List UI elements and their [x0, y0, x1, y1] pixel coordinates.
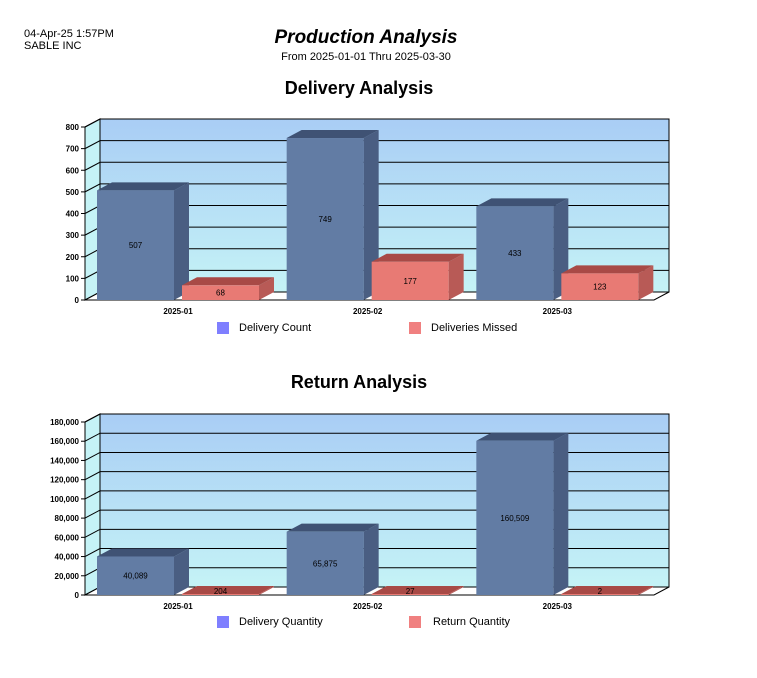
y-tick-label: 0 — [75, 296, 80, 305]
bar-return-quantity — [182, 594, 259, 595]
data-label: 40,089 — [123, 572, 148, 581]
bar-deliveries-missed — [561, 273, 639, 300]
y-tick-label: 140,000 — [50, 456, 79, 465]
gridline — [84, 140, 669, 150]
legend-swatch-return-quantity — [409, 616, 421, 628]
bar-side — [363, 130, 379, 300]
bar-side — [259, 277, 274, 300]
report-datetime: 04-Apr-25 1:57PM — [24, 28, 114, 40]
y-tick-label: 200 — [66, 253, 80, 262]
legend-label-delivery-quantity: Delivery Quantity — [239, 616, 323, 628]
bar-deliveries-missed — [182, 285, 259, 300]
y-tick-label: 60,000 — [55, 533, 80, 542]
data-label: 507 — [129, 241, 143, 250]
bar-top — [286, 523, 379, 532]
y-tick-label: 800 — [66, 123, 80, 132]
bar-delivery-quantity — [286, 531, 364, 595]
bar-side — [638, 586, 654, 595]
bar-top — [561, 265, 654, 274]
legend-label-deliveries-missed: Deliveries Missed — [431, 322, 518, 334]
y-tick-label: 300 — [66, 231, 80, 240]
bar-top — [476, 432, 569, 441]
delivery-chart-title: Delivery Analysis — [284, 78, 434, 98]
legend-swatch-delivery-quantity — [217, 616, 229, 628]
bar-top — [371, 253, 464, 262]
return-analysis-chart: 0 20,000 40,000 60,000 80,000 100,000 120,000 1… — [50, 413, 670, 611]
bar-side — [259, 586, 274, 595]
bar-delivery-quantity — [97, 556, 174, 595]
legend-swatch-delivery-count — [217, 322, 229, 334]
legend-label-delivery-count: Delivery Count — [239, 322, 312, 334]
y-tick-label: 180,000 — [50, 418, 79, 427]
report-meta: 04-Apr-25 1:57PM SABLE INC — [24, 28, 114, 52]
x-tick-label: 2025-01 — [163, 602, 193, 611]
return-chart-title: Return Analysis — [290, 372, 428, 392]
bar-side — [553, 432, 569, 595]
gridline — [84, 413, 669, 423]
y-tick-label: 100 — [66, 274, 80, 283]
data-label: 2 — [598, 587, 603, 596]
bar-side — [638, 265, 654, 300]
y-tick-label: 0 — [75, 591, 80, 600]
data-label: 68 — [216, 289, 225, 298]
delivery-analysis-chart: 0 100 200 300 400 500 600 700 800 507 68 2025-01 749… — [66, 118, 670, 316]
data-label: 65,875 — [313, 559, 338, 568]
bar-top — [182, 277, 274, 286]
plot-back-wall — [99, 413, 670, 588]
bar-return-quantity — [561, 594, 639, 595]
data-label: 749 — [318, 215, 332, 224]
y-tick-label: 100,000 — [50, 495, 79, 504]
data-label: 27 — [406, 587, 415, 596]
x-tick-label: 2025-03 — [543, 307, 573, 316]
gridline — [84, 432, 669, 442]
y-tick-label: 500 — [66, 188, 80, 197]
bar-side — [174, 182, 189, 300]
bar-top — [476, 198, 569, 207]
report-subtitle: From 2025-01-01 Thru 2025-03-30 — [281, 51, 451, 63]
bar-delivery-count — [476, 206, 554, 300]
bar-side — [363, 523, 379, 595]
legend-label-return-quantity: Return Quantity — [433, 616, 511, 628]
y-tick-label: 40,000 — [55, 553, 80, 562]
bar-side — [448, 586, 464, 595]
bar-return-quantity — [371, 594, 449, 595]
y-tick-label: 20,000 — [55, 572, 80, 581]
company-name: SABLE INC — [24, 40, 82, 52]
y-tick-label: 700 — [66, 145, 80, 154]
bar-top — [97, 182, 189, 191]
bar-top — [182, 586, 274, 594]
data-label: 177 — [403, 277, 417, 286]
bar-top — [371, 586, 464, 594]
x-tick-label: 2025-02 — [353, 602, 383, 611]
data-label: 123 — [593, 283, 607, 292]
bar-side — [448, 253, 464, 300]
bar-delivery-quantity — [476, 440, 554, 595]
gridline — [84, 161, 669, 171]
y-tick-label: 120,000 — [50, 476, 79, 485]
y-tick-label: 600 — [66, 166, 80, 175]
y-tick-label: 80,000 — [55, 514, 80, 523]
report-title: Production Analysis — [274, 27, 458, 48]
x-tick-label: 2025-02 — [353, 307, 383, 316]
bar-top — [561, 586, 654, 594]
x-tick-label: 2025-03 — [543, 602, 573, 611]
gridline — [84, 118, 669, 128]
bar-side — [174, 548, 189, 595]
bar-delivery-count — [97, 190, 174, 300]
x-tick-label: 2025-01 — [163, 307, 193, 316]
bar-delivery-count — [286, 138, 364, 300]
data-label: 160,509 — [500, 514, 529, 523]
legend-swatch-deliveries-missed — [409, 322, 421, 334]
data-label: 433 — [508, 249, 522, 258]
gridline — [84, 183, 669, 193]
bar-top — [286, 130, 379, 139]
y-tick-label: 160,000 — [50, 437, 79, 446]
data-label: 204 — [214, 587, 228, 596]
bar-top — [97, 548, 189, 557]
bar-deliveries-missed — [371, 261, 449, 300]
y-tick-label: 400 — [66, 210, 80, 219]
